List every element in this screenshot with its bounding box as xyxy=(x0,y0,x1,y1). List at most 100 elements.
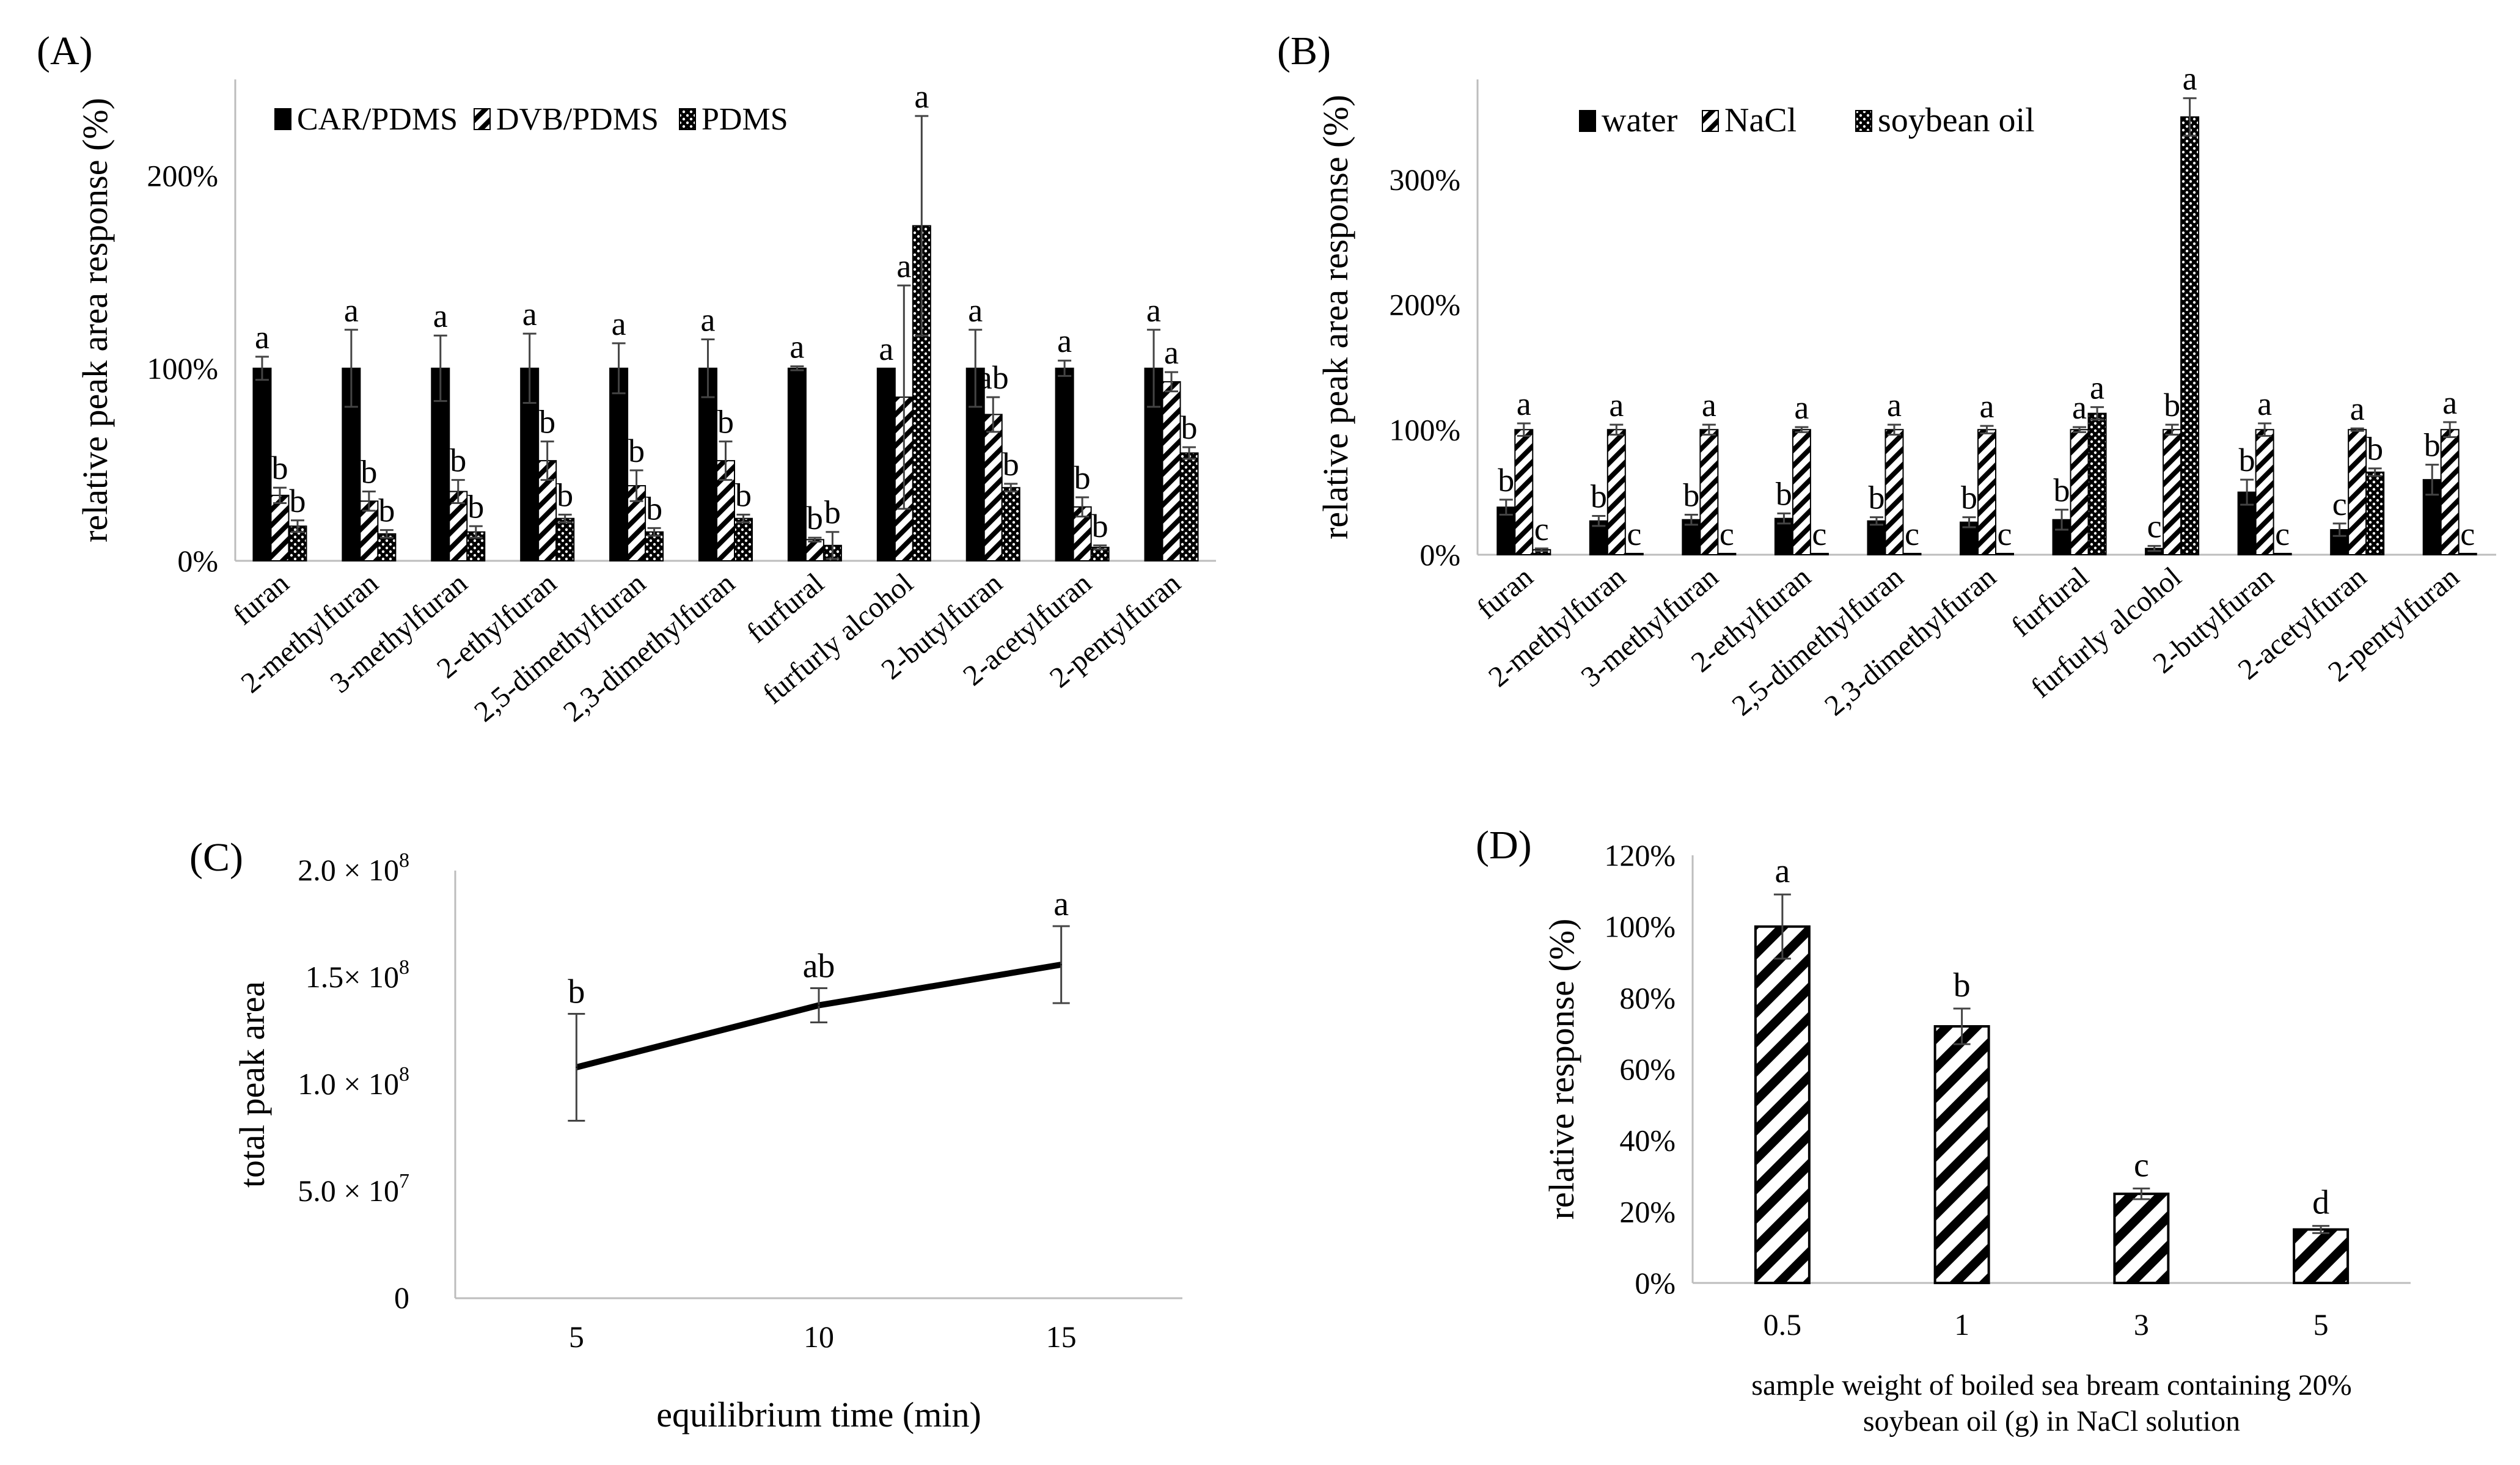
significance-letter: a xyxy=(1053,885,1069,923)
significance-letter: a xyxy=(1517,385,1531,422)
bar xyxy=(2113,1193,2170,1284)
y-tick-mantissa: 1.0 × 10 xyxy=(298,1067,399,1101)
x-tick-label: 3 xyxy=(2134,1307,2149,1342)
significance-letter: a xyxy=(2442,384,2457,421)
significance-letter: b xyxy=(2164,387,2180,423)
significance-letter: b xyxy=(2424,427,2441,464)
bar-soybean-oil xyxy=(2273,552,2292,556)
significance-letter: c xyxy=(2147,508,2162,545)
y-tick-label: 5.0 × 107 xyxy=(298,1170,409,1208)
significance-letter: b xyxy=(568,973,585,1011)
panel-label: (D) xyxy=(1476,823,1532,868)
significance-letter: a xyxy=(344,292,359,329)
significance-letter: a xyxy=(2350,390,2365,427)
bar xyxy=(2293,1228,2350,1284)
y-tick-label: 2.0 × 108 xyxy=(298,849,409,887)
significance-letter: a xyxy=(1057,323,1072,359)
significance-letter: c xyxy=(2134,1146,2149,1184)
significance-letter: b xyxy=(539,404,555,440)
significance-letter: ab xyxy=(978,359,1009,396)
significance-letter: b xyxy=(467,488,484,525)
significance-letter: a xyxy=(2072,389,2087,426)
significance-letter: b xyxy=(1868,480,1885,516)
bar-pdms xyxy=(734,517,753,562)
significance-letter: a xyxy=(1775,852,1790,890)
y-axis-label: relative peak area response (%) xyxy=(1316,95,1355,539)
panel-b-bar-chart: (B) 0% 100% 200% 300% relative peak area resp… xyxy=(1277,29,2496,722)
y-tick-mantissa: 5.0 × 10 xyxy=(298,1174,399,1208)
y-tick-label: 100% xyxy=(147,351,218,385)
y-tick-label: 100% xyxy=(1389,412,1460,447)
significance-letter: c xyxy=(2460,516,2475,552)
x-tick-label: 2,3-dimethylfuran xyxy=(1819,561,2002,722)
data-point xyxy=(1060,964,1062,965)
significance-letter: b xyxy=(1003,446,1019,483)
bar-soybean-oil xyxy=(1995,552,2014,556)
bar xyxy=(1933,1025,1990,1284)
bar-dvb-pdms xyxy=(983,414,1003,561)
significance-letter: b xyxy=(1961,480,1977,516)
significance-letter: c xyxy=(1905,516,1919,552)
significance-letter: c xyxy=(1812,516,1826,552)
panel-label: (C) xyxy=(189,835,243,880)
significance-letter: a xyxy=(612,305,626,342)
significance-letter: a xyxy=(701,302,716,338)
bar-nacl xyxy=(2070,429,2089,556)
bar-nacl xyxy=(1977,429,1996,556)
bar-nacl xyxy=(1606,429,1626,556)
y-tick-label: 200% xyxy=(1389,288,1460,322)
bar-dvb-pdms xyxy=(805,539,824,562)
y-tick-label: 80% xyxy=(1619,981,1676,1015)
significance-letter: b xyxy=(1776,475,1792,512)
bar xyxy=(1754,925,1811,1284)
bar-nacl xyxy=(1885,429,1904,556)
x-tick-label: 2,5-dimethylfuran xyxy=(1726,561,1910,722)
bar-car-pdms xyxy=(609,367,629,561)
legend-swatch xyxy=(274,108,291,130)
bar-soybean-oil xyxy=(1624,552,1644,556)
bar-soybean-oil xyxy=(2365,471,2385,555)
y-tick-label: 1.5× 108 xyxy=(306,956,409,994)
significance-letter: a xyxy=(2183,60,2197,97)
x-tick-label: furfural xyxy=(2005,561,2095,643)
significance-letter: a xyxy=(1164,334,1179,371)
bar-car-pdms xyxy=(876,367,896,561)
legend-label: water xyxy=(1602,101,1678,139)
y-tick-label: 0 xyxy=(394,1281,409,1315)
bar-car-pdms xyxy=(252,367,272,561)
panel-c-line-chart: (C) 0 5.0 × 107 1.0 × 10 81.5× 108 2.0 × 108 t… xyxy=(189,835,1182,1434)
significance-letter: b xyxy=(1954,966,1971,1004)
data-point xyxy=(576,1067,577,1068)
y-tick-label: 200% xyxy=(147,159,218,193)
significance-letter: c xyxy=(1998,516,2012,552)
legend-swatch xyxy=(474,108,491,130)
bar-pdms xyxy=(1001,487,1020,561)
legend-label: soybean oil xyxy=(1878,101,2035,139)
y-tick-exponent: 8 xyxy=(399,956,409,979)
x-tick-label: furfurly alcohol xyxy=(757,567,920,711)
significance-letter: b xyxy=(2239,442,2255,478)
y-tick-label: 300% xyxy=(1389,163,1460,197)
significance-letter: a xyxy=(879,331,893,367)
significance-letter: a xyxy=(914,78,929,115)
x-tick-label: 5 xyxy=(2313,1307,2329,1342)
x-tick-label: 15 xyxy=(1046,1320,1077,1354)
significance-letter: a xyxy=(433,298,448,334)
panel-label: (A) xyxy=(37,29,93,73)
y-axis-label: total peak area xyxy=(232,981,272,1188)
significance-letter: b xyxy=(361,454,377,491)
legend-label: DVB/PDMS xyxy=(496,102,659,137)
significance-letter: b xyxy=(628,433,645,469)
x-tick-label: 5 xyxy=(569,1320,584,1354)
legend-swatch xyxy=(1855,110,1872,132)
y-tick-label: 20% xyxy=(1619,1194,1676,1229)
bar-soybean-oil xyxy=(2458,552,2477,556)
y-tick-label: 100% xyxy=(1604,910,1676,944)
significance-letter: b xyxy=(289,483,306,519)
significance-letter: b xyxy=(271,450,288,486)
significance-letter: a xyxy=(968,292,983,329)
significance-letter: b xyxy=(2367,431,2383,467)
legend-label: PDMS xyxy=(701,102,788,137)
legend-label: NaCl xyxy=(1724,101,1797,139)
